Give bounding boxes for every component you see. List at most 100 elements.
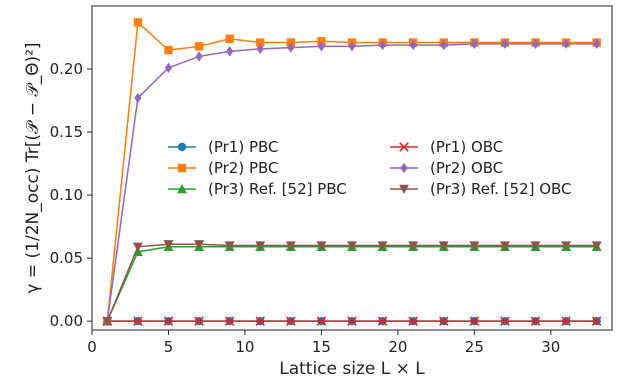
legend-marker (177, 142, 187, 152)
data-point-pr1-obc (377, 316, 388, 326)
legend: (Pr1) PBC (Pr2) PBC (Pr3) Ref. [52] PBC (Pr… (168, 138, 572, 198)
legend-marker (177, 184, 187, 194)
data-point-pr3-ref-52-obc (224, 241, 235, 251)
series-layer (102, 18, 602, 327)
data-point-pr2-pbc (256, 38, 265, 47)
legend-item-pr3-ref-52-pbc: (Pr3) Ref. [52] PBC (168, 180, 347, 198)
marker-x-stroke (438, 316, 449, 326)
axes-layer: 0 5 10 15 20 25 30 0.00 0.05 0.10 0.15 0.20 (50, 5, 613, 356)
data-point-pr3-ref-52-obc (499, 241, 510, 251)
data-point-pr2-obc (593, 38, 601, 50)
data-point-pr2-pbc (225, 34, 234, 43)
y-tick-label: 0.05 (50, 249, 83, 267)
marker-x-stroke (255, 316, 266, 326)
x-tick-label: 30 (541, 338, 560, 356)
data-point-pr1-obc (469, 316, 480, 326)
data-point-pr2-obc (501, 38, 509, 50)
data-point-pr3-ref-52-obc (530, 241, 541, 251)
x-tick-label: 10 (235, 338, 254, 356)
data-point-pr2-obc (226, 46, 234, 57)
data-point-pr1-obc (255, 316, 266, 326)
y-tick-label: 0.20 (50, 60, 83, 78)
data-point-pr2-pbc (194, 42, 204, 51)
x-tick-label: 5 (164, 338, 174, 356)
data-point-pr3-ref-52-obc (347, 241, 357, 251)
data-point-pr3-ref-52-obc (561, 241, 572, 251)
data-point-pr3-ref-52-obc (255, 241, 266, 251)
data-point-pr1-obc (530, 316, 541, 326)
data-point-pr1-obc (286, 316, 296, 326)
plot-frame (91, 5, 613, 331)
y-tick-label: 0.10 (50, 186, 83, 204)
marker-x-stroke (347, 316, 357, 326)
data-point-pr1-obc (163, 316, 174, 326)
marker-x-stroke (163, 316, 174, 326)
data-point-pr3-ref-52-obc (285, 241, 296, 251)
x-axis-title: Lattice size L × L (279, 359, 425, 379)
data-point-pr3-ref-52-obc (194, 240, 205, 250)
marker-x-stroke (469, 316, 480, 326)
marker-x-stroke (561, 316, 571, 326)
legend-marker (177, 163, 187, 173)
data-point-pr1-obc (316, 316, 327, 326)
marker-x-stroke (530, 316, 541, 326)
data-point-pr2-obc (378, 39, 387, 51)
data-point-pr1-obc (347, 316, 357, 326)
legend-item-pr1-obc: (Pr1) OBC (390, 138, 503, 156)
data-point-pr2-obc (287, 42, 295, 53)
data-point-pr2-obc (562, 38, 570, 50)
legend-item-pr2-pbc: (Pr2) PBC (168, 159, 279, 177)
marker-x-stroke (408, 316, 418, 326)
data-point-pr3-ref-52-obc (102, 316, 113, 327)
data-point-pr1-obc (500, 316, 510, 326)
legend-marker (400, 162, 408, 174)
legend-item-pr1-pbc: (Pr1) PBC (168, 138, 279, 156)
data-point-pr1-obc (438, 316, 449, 326)
data-point-pr2-pbc (133, 18, 143, 27)
data-point-pr3-ref-52-obc (408, 241, 419, 251)
marker-x-stroke (133, 316, 143, 326)
data-point-pr2-obc (440, 39, 448, 51)
legend-label: (Pr3) Ref. [52] PBC (208, 180, 347, 198)
x-tick-label: 25 (465, 338, 484, 356)
data-point-pr2-pbc (164, 45, 173, 55)
data-point-pr3-ref-52-obc (163, 240, 174, 250)
marker-x-stroke (224, 316, 235, 326)
x-tick-label: 15 (312, 338, 331, 356)
marker-x-stroke (399, 142, 409, 152)
data-point-pr2-obc (164, 62, 173, 73)
data-point-pr3-ref-52-obc (377, 241, 388, 251)
data-point-pr1-obc (561, 316, 571, 326)
data-point-pr3-ref-52-obc (132, 242, 143, 252)
data-point-pr1-obc (591, 316, 602, 326)
series-pr2-obc (103, 38, 601, 327)
series-pr3-ref-52-obc (102, 240, 602, 327)
marker-x-stroke (377, 316, 388, 326)
marker-x-stroke (286, 316, 296, 326)
marker-x-stroke (591, 316, 602, 326)
legend-marker (399, 142, 409, 152)
legend-marker (399, 184, 409, 194)
legend-label: (Pr2) OBC (430, 159, 503, 177)
data-point-pr1-obc (408, 316, 418, 326)
data-point-pr2-obc (409, 39, 417, 51)
data-point-pr2-obc (256, 43, 264, 55)
marker-x-stroke (500, 316, 510, 326)
marker-x-stroke (194, 316, 204, 326)
legend-item-pr3-ref-52-obc: (Pr3) Ref. [52] OBC (390, 180, 572, 198)
data-point-pr1-obc (194, 316, 204, 326)
data-point-pr3-ref-52-obc (469, 241, 480, 251)
data-point-pr2-obc (317, 41, 326, 52)
legend-label: (Pr1) OBC (430, 138, 503, 156)
series-pr1-obc (102, 316, 602, 326)
data-point-pr2-obc (134, 92, 142, 104)
legend-label: (Pr3) Ref. [52] OBC (430, 180, 572, 198)
data-point-pr3-ref-52-obc (591, 241, 602, 251)
data-point-pr3-ref-52-obc (316, 241, 327, 251)
y-tick-label: 0.00 (50, 312, 83, 330)
legend-item-pr2-obc: (Pr2) OBC (390, 159, 503, 177)
data-point-pr2-obc (470, 38, 478, 50)
data-point-pr2-obc (531, 38, 540, 50)
marker-x-stroke (316, 316, 327, 326)
